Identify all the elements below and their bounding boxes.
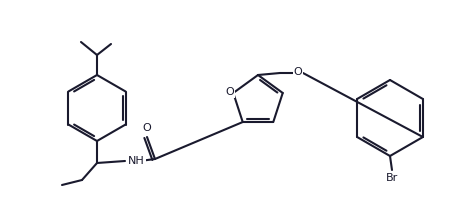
Text: O: O (293, 67, 302, 77)
Text: O: O (224, 87, 233, 97)
Text: Br: Br (385, 173, 397, 183)
Text: NH: NH (128, 156, 145, 166)
Text: O: O (142, 123, 151, 133)
